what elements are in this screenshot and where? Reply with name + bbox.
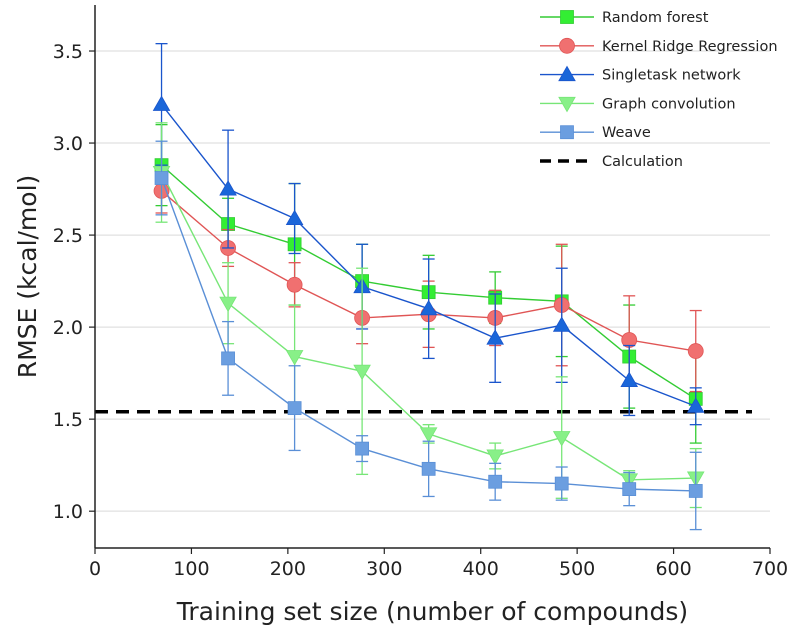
legend-label: Calculation	[602, 154, 683, 170]
data-point	[554, 476, 569, 491]
data-point	[285, 209, 304, 226]
x-tick-label: 500	[559, 558, 595, 580]
data-point	[355, 441, 370, 456]
x-tick-label: 300	[366, 558, 402, 580]
legend-item-random-forest: Random forest	[540, 10, 709, 26]
x-tick-label: 200	[270, 558, 306, 580]
y-tick-label: 3.0	[53, 133, 83, 155]
series-singletask-network	[152, 43, 705, 426]
data-point	[287, 401, 302, 416]
legend-item-calculation: Calculation	[540, 154, 683, 170]
x-tick-label: 100	[173, 558, 209, 580]
data-point	[152, 95, 171, 111]
data-point	[688, 484, 703, 498]
grid	[95, 50, 770, 512]
legend: Random forest Kernel Ridge Regression Sing…	[540, 10, 778, 170]
x-tick-label: 700	[752, 558, 788, 580]
legend-label: Kernel Ridge Regression	[602, 39, 778, 55]
data-point	[419, 427, 438, 443]
data-point	[486, 449, 504, 465]
data-point	[552, 316, 571, 332]
data-point	[221, 351, 235, 366]
legend-item-singletask-network: Singletask network	[540, 65, 741, 84]
data-point	[486, 329, 504, 345]
y-tick-label: 1.5	[53, 409, 83, 431]
data-point	[687, 343, 704, 359]
y-tick-label: 2.0	[53, 317, 83, 339]
y-tick-label: 1.0	[53, 501, 83, 523]
legend-item-weave: Weave	[540, 125, 651, 141]
legend-label: Singletask network	[602, 68, 741, 84]
series-weave	[154, 140, 703, 531]
data-point	[488, 474, 503, 489]
data-point	[552, 431, 571, 447]
legend-marker	[559, 37, 575, 54]
legend-label: Graph convolution	[602, 96, 736, 112]
ticks: 1.0 1.5 2.0 2.5 3.0 3.5 0 100 200 300 400 500 600 700	[53, 41, 788, 580]
x-tick-label: 0	[89, 558, 101, 580]
data-point	[620, 371, 639, 387]
series-layer	[152, 43, 705, 531]
x-axis-title: Training set size (number of compounds)	[176, 597, 688, 626]
data-point	[622, 482, 637, 496]
legend-item-kernel-ridge-regression: Kernel Ridge Regression	[540, 37, 778, 55]
legend-marker	[558, 65, 576, 82]
data-point	[419, 299, 438, 316]
y-axis-title: RMSE (kcal/mol)	[13, 175, 42, 379]
legend-item-graph-convolution: Graph convolution	[540, 96, 736, 112]
data-point	[219, 180, 237, 196]
data-point	[154, 171, 169, 185]
x-tick-label: 600	[655, 558, 691, 580]
legend-marker	[560, 125, 574, 140]
data-point	[353, 364, 371, 381]
legend-label: Random forest	[602, 10, 709, 26]
legend-marker	[560, 10, 574, 24]
data-point	[285, 350, 304, 366]
legend-marker	[558, 96, 576, 113]
legend-label: Weave	[602, 125, 651, 141]
y-tick-label: 3.5	[53, 41, 83, 63]
axes	[94, 5, 770, 549]
y-tick-label: 2.5	[53, 225, 83, 247]
data-point	[421, 461, 436, 476]
x-tick-label: 400	[463, 558, 499, 580]
data-point	[686, 397, 705, 413]
data-point	[219, 296, 237, 313]
data-point	[286, 276, 303, 293]
